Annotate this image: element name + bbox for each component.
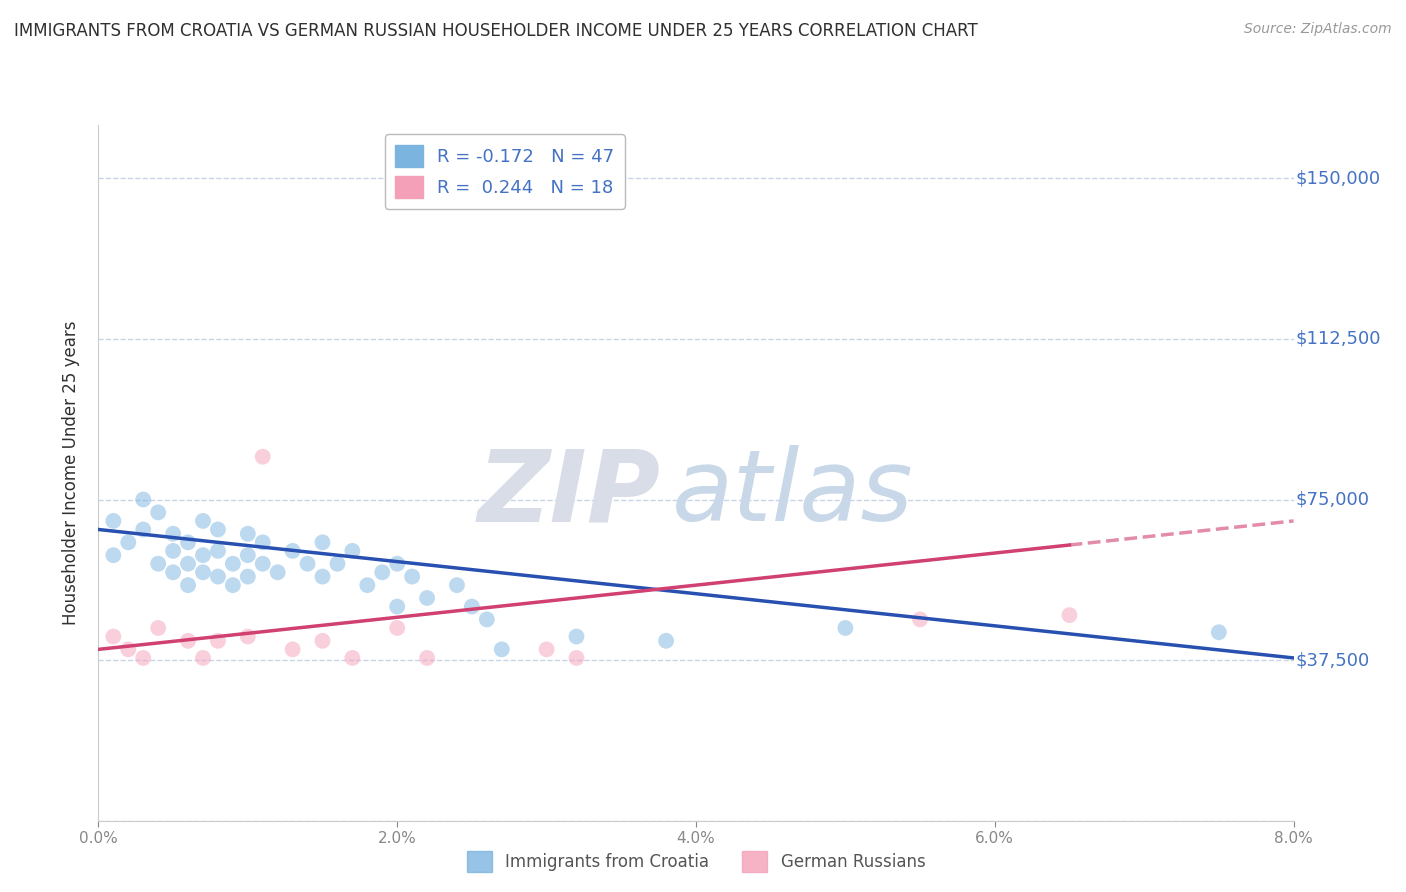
Point — [311, 535, 333, 549]
Point — [326, 557, 349, 571]
Point — [162, 566, 184, 580]
Text: ZIP: ZIP — [477, 445, 661, 542]
Point — [148, 557, 170, 571]
Point — [236, 630, 259, 644]
Point — [342, 544, 364, 558]
Point — [281, 544, 304, 558]
Point — [132, 492, 155, 507]
Legend: Immigrants from Croatia, German Russians: Immigrants from Croatia, German Russians — [460, 845, 932, 879]
Point — [132, 523, 155, 537]
Point — [162, 526, 184, 541]
Point — [1208, 625, 1230, 640]
Point — [162, 544, 184, 558]
Point — [103, 630, 125, 644]
Point — [834, 621, 856, 635]
Point — [191, 548, 214, 562]
Point — [236, 526, 259, 541]
Point — [655, 633, 678, 648]
Point — [416, 591, 439, 605]
Point — [342, 651, 364, 665]
Point — [385, 557, 409, 571]
Point — [416, 651, 439, 665]
Point — [267, 566, 290, 580]
Point — [177, 557, 200, 571]
Point — [103, 548, 125, 562]
Text: IMMIGRANTS FROM CROATIA VS GERMAN RUSSIAN HOUSEHOLDER INCOME UNDER 25 YEARS CORR: IMMIGRANTS FROM CROATIA VS GERMAN RUSSIA… — [14, 22, 977, 40]
Point — [1059, 608, 1081, 623]
Y-axis label: Householder Income Under 25 years: Householder Income Under 25 years — [62, 320, 80, 625]
Point — [236, 548, 259, 562]
Point — [461, 599, 484, 614]
Point — [446, 578, 468, 592]
Point — [148, 505, 170, 519]
Point — [177, 578, 200, 592]
Point — [536, 642, 558, 657]
Point — [565, 630, 588, 644]
Text: Source: ZipAtlas.com: Source: ZipAtlas.com — [1244, 22, 1392, 37]
Point — [177, 535, 200, 549]
Point — [191, 651, 214, 665]
Text: $75,000: $75,000 — [1296, 491, 1369, 508]
Point — [385, 599, 409, 614]
Point — [222, 578, 245, 592]
Point — [491, 642, 513, 657]
Point — [207, 523, 229, 537]
Point — [401, 569, 423, 583]
Point — [311, 633, 333, 648]
Point — [908, 612, 931, 626]
Point — [103, 514, 125, 528]
Point — [148, 621, 170, 635]
Point — [222, 557, 245, 571]
Point — [252, 535, 274, 549]
Point — [191, 514, 214, 528]
Point — [297, 557, 319, 571]
Point — [207, 569, 229, 583]
Point — [236, 569, 259, 583]
Point — [117, 535, 139, 549]
Point — [371, 566, 394, 580]
Point — [177, 633, 200, 648]
Point — [385, 621, 409, 635]
Point — [207, 633, 229, 648]
Text: $112,500: $112,500 — [1296, 330, 1382, 348]
Point — [132, 651, 155, 665]
Text: $37,500: $37,500 — [1296, 651, 1371, 669]
Text: atlas: atlas — [672, 445, 914, 542]
Point — [252, 557, 274, 571]
Point — [207, 544, 229, 558]
Point — [252, 450, 274, 464]
Point — [356, 578, 378, 592]
Point — [475, 612, 498, 626]
Point — [565, 651, 588, 665]
Text: $150,000: $150,000 — [1296, 169, 1381, 187]
Point — [191, 566, 214, 580]
Point — [311, 569, 333, 583]
Point — [281, 642, 304, 657]
Point — [117, 642, 139, 657]
